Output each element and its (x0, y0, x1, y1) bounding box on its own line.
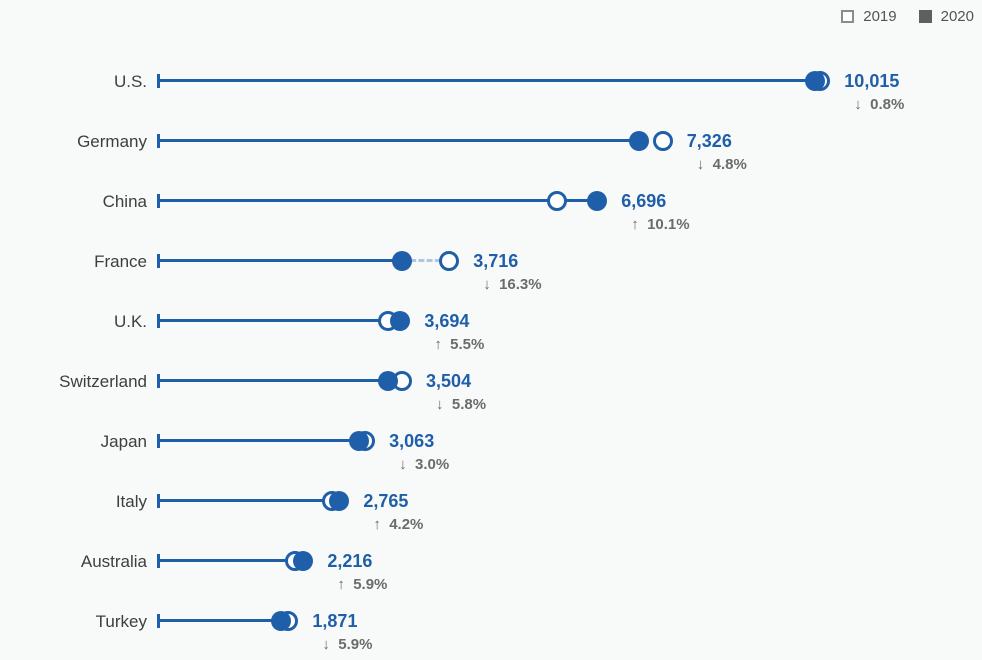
change-label: ↑ 4.2% (373, 516, 424, 533)
value-label: 3,716 (473, 251, 519, 271)
change-label: ↑ 5.9% (337, 576, 388, 593)
chart-legend: 2019 2020 (841, 8, 974, 25)
connector-line (158, 319, 401, 322)
category-label: Italy (115, 492, 147, 511)
connector-line (158, 199, 598, 202)
data-point-2020[interactable] (348, 431, 369, 451)
data-point-2020[interactable] (628, 131, 649, 151)
data-point-2020[interactable] (293, 551, 314, 571)
change-label: ↓ 3.0% (399, 456, 450, 473)
decline-dashed-line (401, 259, 450, 262)
category-label: France (94, 252, 147, 271)
change-label: ↓ 5.8% (436, 396, 487, 413)
category-label: U.S. (113, 72, 147, 91)
value-label: 1,871 (312, 611, 358, 631)
data-point-2020[interactable] (587, 191, 608, 211)
change-label: ↓ 0.8% (854, 96, 905, 113)
data-point-2019[interactable] (439, 251, 460, 271)
value-label: 3,694 (424, 311, 470, 331)
data-point-2020[interactable] (377, 371, 398, 391)
value-label: 3,063 (389, 431, 435, 451)
data-point-2019[interactable] (546, 191, 567, 211)
legend-label-2020: 2020 (940, 8, 974, 25)
connector-line (158, 439, 359, 442)
change-label: ↓ 4.8% (696, 156, 747, 173)
legend-filled-square-icon (918, 10, 932, 23)
connector-line (158, 499, 340, 502)
category-label: Japan (100, 432, 147, 451)
connector-line (158, 379, 388, 382)
legend-item-2020[interactable]: 2020 (918, 8, 974, 25)
connector-line (158, 79, 815, 82)
change-label: ↑ 5.5% (434, 336, 485, 353)
legend-open-square-icon (841, 10, 855, 23)
category-label: Turkey (95, 612, 147, 631)
category-label: China (102, 192, 147, 211)
category-label: Australia (80, 552, 147, 571)
change-label: ↓ 5.9% (322, 636, 373, 653)
data-point-2020[interactable] (329, 491, 350, 511)
data-point-2020[interactable] (270, 611, 291, 631)
value-label: 2,765 (363, 491, 409, 511)
change-label: ↓ 16.3% (483, 276, 542, 293)
data-point-2020[interactable] (391, 251, 412, 271)
data-point-2019[interactable] (652, 131, 673, 151)
value-label: 6,696 (621, 191, 667, 211)
legend-item-2019[interactable]: 2019 (841, 8, 897, 25)
connector-line (158, 139, 639, 142)
value-label: 3,504 (426, 371, 472, 391)
category-label: Switzerland (59, 372, 147, 391)
connector-line (158, 559, 304, 562)
value-label: 10,015 (844, 71, 900, 91)
value-label: 7,326 (686, 131, 732, 151)
value-label: 2,216 (327, 551, 373, 571)
legend-label-2019: 2019 (863, 8, 897, 25)
data-point-2020[interactable] (804, 71, 825, 91)
connector-line (158, 259, 402, 262)
change-label: ↑ 10.1% (631, 216, 690, 233)
data-point-2020[interactable] (390, 311, 411, 331)
connector-line (158, 619, 281, 622)
category-label: U.K. (113, 312, 147, 331)
category-label: Germany (77, 132, 147, 151)
